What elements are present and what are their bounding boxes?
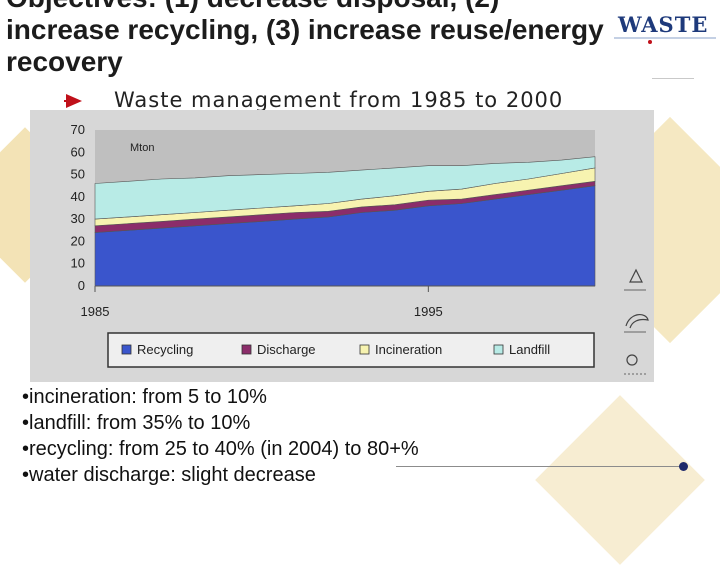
x-tick-label: 1995 bbox=[414, 304, 443, 319]
y-tick-label: 10 bbox=[71, 256, 85, 271]
y-tick-label: 50 bbox=[71, 167, 85, 182]
arrow-bullet-icon bbox=[66, 94, 82, 108]
legend-swatch-discharge bbox=[241, 344, 252, 355]
legend-swatch-landfill bbox=[493, 344, 504, 355]
legend-label-recycling: Recycling bbox=[137, 342, 193, 357]
y-tick-label: 30 bbox=[71, 211, 85, 226]
y-tick-label: 60 bbox=[71, 144, 85, 159]
recycle-symbol-icon bbox=[624, 268, 646, 291]
series-areas bbox=[94, 156, 596, 287]
x-axis-ticks: 1985 1995 bbox=[81, 286, 443, 319]
slide-title: Objectives: (1) decrease disposal, (2) i… bbox=[6, 0, 604, 77]
waste-logo: WASTE bbox=[610, 12, 720, 52]
legend-swatch-recycling bbox=[121, 344, 132, 355]
bullet-item-incineration: incineration: from 5 to 10% bbox=[22, 384, 419, 410]
logo-graphic-icon bbox=[614, 37, 716, 44]
chart-heading-text: Waste management from 1985 to 2000 bbox=[114, 88, 564, 112]
logo-text: WASTE bbox=[618, 12, 709, 37]
loop-icon bbox=[624, 354, 646, 375]
y-tick-label: 0 bbox=[78, 278, 85, 293]
y-tick-label: 70 bbox=[71, 122, 85, 137]
bullet-item-water-discharge: water discharge: slight decrease bbox=[22, 462, 419, 488]
legend-label-landfill: Landfill bbox=[509, 342, 550, 357]
unit-label: Mton bbox=[130, 142, 154, 154]
bullet-item-recycling: recycling: from 25 to 40% (in 2004) to 8… bbox=[22, 436, 419, 462]
legend-swatch-incineration bbox=[359, 344, 370, 355]
side-icons bbox=[624, 268, 649, 375]
decorative-rule-line bbox=[396, 466, 684, 467]
y-tick-label: 20 bbox=[71, 233, 85, 248]
area-series-landfill bbox=[94, 156, 596, 220]
chart-legend: Recycling Discharge Incineration Landfill bbox=[107, 332, 595, 368]
swirl-icon bbox=[624, 314, 649, 333]
bullet-list: incineration: from 5 to 10% landfill: fr… bbox=[22, 384, 419, 488]
x-tick-label: 1985 bbox=[81, 304, 110, 319]
y-tick-label: 40 bbox=[71, 189, 85, 204]
stacked-area-chart: 70 60 50 40 30 20 10 0 1985 1995 Mton Recycling D… bbox=[30, 110, 654, 382]
bullet-item-landfill: landfill: from 35% to 10% bbox=[22, 410, 419, 436]
decorative-rule-dot bbox=[679, 462, 688, 471]
legend-box bbox=[107, 332, 595, 368]
y-axis-ticks: 70 60 50 40 30 20 10 0 bbox=[71, 122, 85, 293]
background-diamond-shape bbox=[535, 395, 705, 565]
legend-label-incineration: Incineration bbox=[375, 342, 442, 357]
legend-label-discharge: Discharge bbox=[257, 342, 316, 357]
logo-underline bbox=[652, 78, 694, 79]
